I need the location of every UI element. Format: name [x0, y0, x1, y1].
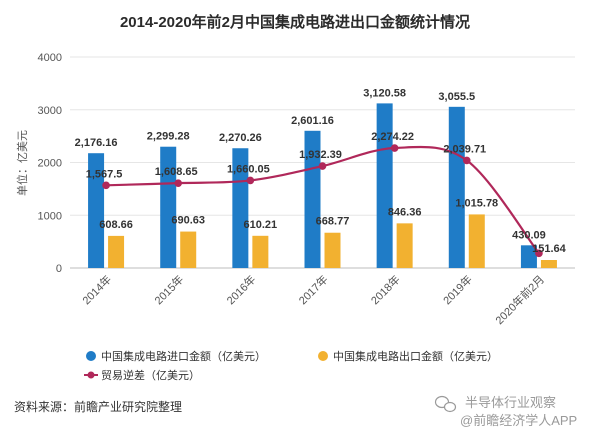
bar-export [252, 235, 269, 268]
x-tick-label: 2016年 [223, 272, 258, 307]
data-label-export: 846.36 [388, 206, 422, 218]
source-note: 资料来源：前瞻产业研究院整理 [14, 399, 182, 414]
data-label-import: 3,120.58 [363, 87, 406, 99]
legend-label-import: 中国集成电路进口金额（亿美元） [101, 349, 266, 363]
data-label-deficit: 1,660.05 [227, 163, 270, 175]
x-tick-label: 2018年 [368, 272, 403, 307]
deficit-point [390, 144, 399, 152]
legend-label-deficit: 贸易逆差（亿美元） [101, 368, 200, 382]
data-label-export: 668.77 [316, 216, 350, 228]
x-tick-label: 2020年前2月 [492, 272, 547, 327]
watermark-line1: 半导体行业观察 [465, 395, 556, 410]
data-label-export: 151.64 [532, 243, 567, 255]
data-labels: 2,176.16 608.66 2,299.28 690.63 2,270.26 610.… [75, 87, 567, 255]
legend-marker-import [86, 351, 96, 361]
bar-export [540, 260, 557, 268]
bars [88, 103, 557, 268]
trade-deficit-line [102, 144, 543, 258]
data-label-import: 2,176.16 [75, 137, 118, 149]
data-label-import: 430.09 [512, 229, 546, 241]
legend: 中国集成电路进口金额（亿美元） 中国集成电路出口金额（亿美元） 贸易逆差（亿美元… [84, 349, 498, 382]
wechat-icon [434, 395, 457, 413]
bar-export [108, 235, 125, 268]
bar-export [180, 231, 197, 268]
data-label-deficit: 1,608.65 [155, 166, 198, 178]
bar-export [468, 214, 485, 268]
y-tick-label: 0 [56, 263, 62, 275]
deficit-point [174, 179, 183, 187]
deficit-point [318, 162, 327, 170]
data-label-deficit: 1,567.5 [86, 168, 123, 180]
bar-import [520, 245, 537, 268]
chart-title: 2014-2020年前2月中国集成电路进出口金额统计情况 [120, 13, 470, 31]
data-label-export: 610.21 [244, 219, 278, 231]
x-tick-label: 2017年 [296, 272, 331, 307]
x-tick-label: 2019年 [440, 272, 475, 307]
y-tick-labels: 0 1000 2000 3000 4000 [38, 52, 62, 275]
deficit-point [462, 156, 471, 165]
y-axis-label: 单位：亿美元 [15, 130, 29, 196]
data-label-export: 1,015.78 [455, 197, 498, 209]
data-label-import: 3,055.5 [438, 91, 475, 103]
bar-import [160, 146, 177, 268]
y-tick-label: 3000 [38, 105, 62, 117]
bar-import [232, 148, 249, 268]
legend-marker-export [318, 351, 328, 361]
x-tick-label: 2014年 [79, 272, 114, 307]
data-label-export: 608.66 [99, 219, 133, 231]
data-label-deficit: 2,274.22 [371, 131, 414, 143]
bar-import [448, 106, 465, 268]
y-tick-label: 4000 [38, 52, 62, 64]
y-tick-label: 1000 [38, 210, 62, 222]
data-label-import: 2,299.28 [147, 131, 190, 143]
x-tick-labels: 2014年 2015年 2016年 2017年 2018年 2019年 2020年前2月 [79, 272, 547, 327]
bar-export [396, 223, 413, 268]
data-label-export: 690.63 [171, 215, 205, 227]
y-tick-label: 2000 [38, 158, 62, 170]
data-label-deficit: 1,932.39 [299, 149, 342, 161]
legend-label-export: 中国集成电路出口金额（亿美元） [333, 349, 498, 363]
bar-export [324, 232, 341, 268]
data-label-import: 2,601.16 [291, 115, 334, 127]
data-label-deficit: 2,039.71 [443, 143, 486, 155]
deficit-point [246, 176, 255, 185]
deficit-point [535, 249, 543, 258]
watermark-line2: @前瞻经济学人APP [460, 413, 577, 428]
watermark: 半导体行业观察 @前瞻经济学人APP [434, 395, 577, 428]
x-tick-label: 2015年 [151, 272, 186, 307]
legend-item-import: 中国集成电路进口金额（亿美元） [86, 349, 266, 363]
legend-item-export: 中国集成电路出口金额（亿美元） [318, 349, 498, 363]
data-label-import: 2,270.26 [219, 132, 262, 144]
bar-import [376, 103, 393, 268]
bar-import [88, 153, 105, 268]
deficit-point [102, 181, 110, 190]
legend-item-deficit: 贸易逆差（亿美元） [84, 368, 200, 382]
bar-import [304, 130, 321, 268]
legend-marker-deficit [87, 371, 95, 379]
